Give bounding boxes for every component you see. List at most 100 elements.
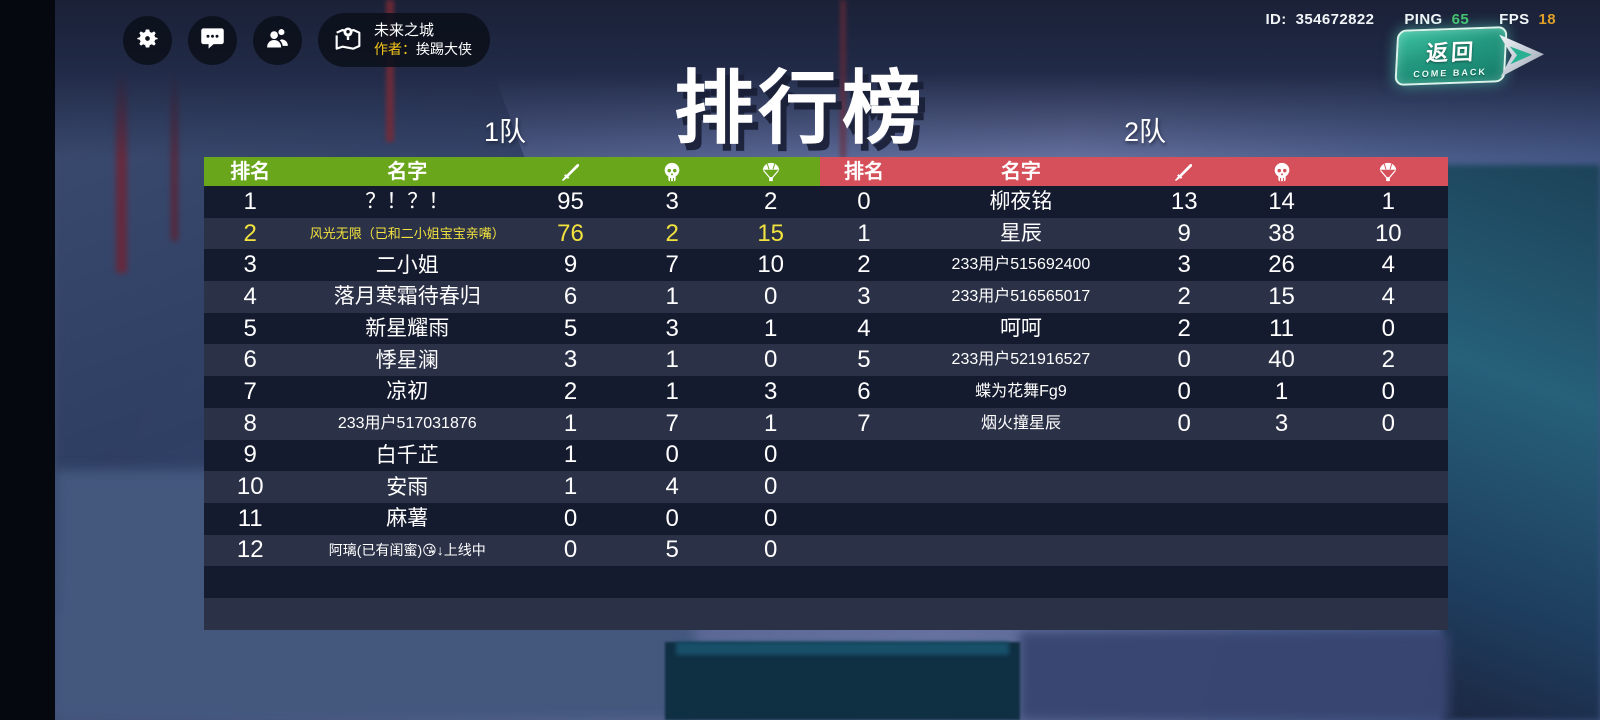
- rank-cell: 1: [243, 187, 257, 215]
- deaths-cell: 3: [665, 187, 679, 215]
- kills-cell: 0: [1177, 377, 1191, 405]
- leaderboard-row: 5 新星耀雨 5 3 1 4 呵呵 2 11 0: [204, 312, 1448, 345]
- deaths-cell: 11: [1269, 314, 1294, 342]
- team2-label: 2队: [1124, 117, 1167, 147]
- skull-icon: [1234, 161, 1328, 183]
- name-cell: 新星耀雨: [365, 317, 450, 341]
- team1-row-half: 3 二小姐 9 7 10: [204, 249, 820, 281]
- settings-button[interactable]: [123, 16, 172, 65]
- leaderboard-row: [204, 597, 1448, 630]
- drops-cell: 2: [764, 187, 778, 215]
- team2-row-half: 3 233用户516565017 2 15 4: [820, 281, 1448, 313]
- deaths-cell: 1: [665, 377, 679, 405]
- map-info-button[interactable]: 未来之城 作者：挨踢大侠: [318, 13, 490, 67]
- kills-cell: 2: [1177, 282, 1191, 310]
- drops-cell: 4: [1381, 251, 1395, 279]
- kills-cell: 1: [563, 409, 578, 437]
- leaderboard-row: 3 二小姐 9 7 10 2 233用户515692400 3 26 4: [204, 249, 1448, 282]
- team1-row-half: [204, 566, 820, 598]
- name-cell: 柳夜铭: [989, 190, 1053, 214]
- chat-button[interactable]: [188, 16, 237, 65]
- deaths-cell: 0: [665, 504, 679, 532]
- background-red-stripe: [840, 0, 846, 158]
- team1-header: 排名 名字: [204, 157, 820, 186]
- team1-row-half: 4 落月寒霜待春归 6 1 0: [204, 281, 820, 313]
- background-kiosk: [665, 642, 1020, 720]
- name-cell: 233用户517031876: [337, 414, 477, 432]
- deaths-cell: 15: [1268, 282, 1295, 310]
- background-red-stripe: [386, 0, 394, 142]
- deaths-cell: 3: [665, 314, 679, 342]
- sword-icon: [1134, 161, 1234, 183]
- drops-cell: 0: [1381, 409, 1395, 437]
- rank-cell: 7: [243, 377, 257, 405]
- drops-cell: 4: [1381, 282, 1395, 310]
- name-cell: 麻薯: [386, 507, 429, 531]
- name-header: 名字: [1000, 160, 1041, 183]
- deaths-cell: 40: [1268, 346, 1295, 374]
- team1-row-half: 11 麻薯 0 0 0: [204, 503, 820, 535]
- screen-edge-bar: [0, 0, 55, 720]
- deaths-cell: 7: [665, 251, 679, 279]
- name-cell: 落月寒霜待春归: [333, 285, 481, 309]
- drops-cell: 0: [1381, 377, 1395, 405]
- team2-row-half: [820, 503, 1448, 535]
- team1-row-half: 2 风光无限（已和二小姐宝宝亲嘴） 76 2 15: [204, 218, 820, 250]
- kills-cell: 13: [1170, 187, 1198, 215]
- drops-cell: 0: [764, 473, 778, 501]
- deaths-cell: 38: [1268, 219, 1295, 247]
- team2-row-half: 6 蝶为花舞Fg9 0 1 0: [820, 376, 1448, 408]
- ping-label: PING: [1404, 11, 1443, 28]
- leaderboard-row: 12 阿璃(已有闺蜜)😘↓上线中 0 5 0: [204, 534, 1448, 567]
- map-pin-icon: [332, 22, 364, 59]
- name-cell: 凉初: [386, 380, 429, 404]
- rank-header: 排名: [230, 160, 271, 183]
- deaths-cell: 1: [1274, 377, 1289, 405]
- background-band: [1020, 632, 1450, 720]
- leaderboard-row: 6 悸星澜 3 1 0 5 233用户521916527 0 40 2: [204, 344, 1448, 377]
- kills-cell: 9: [1177, 219, 1191, 247]
- kills-cell: 0: [1177, 346, 1191, 374]
- drops-cell: 0: [764, 504, 778, 532]
- leaderboard-row: 4 落月寒霜待春归 6 1 0 3 233用户516565017 2 15 4: [204, 281, 1448, 313]
- background-red-stripe: [116, 58, 127, 273]
- rank-cell: 8: [243, 409, 257, 437]
- background-panel: [1442, 165, 1600, 720]
- rank-cell: 10: [236, 473, 264, 501]
- rank-cell: 1: [857, 219, 871, 247]
- name-cell: 蝶为花舞Fg9: [975, 382, 1067, 400]
- drops-cell: 0: [764, 282, 778, 310]
- drops-cell: 1: [1381, 187, 1395, 215]
- kills-cell: 0: [563, 504, 578, 532]
- friends-button[interactable]: [253, 16, 302, 65]
- name-cell: 二小姐: [375, 253, 439, 277]
- kills-cell: 3: [1177, 251, 1191, 279]
- kills-cell: 3: [563, 346, 578, 374]
- rank-cell: 5: [243, 314, 257, 342]
- team2-row-half: 1 星辰 9 38 10: [820, 218, 1448, 250]
- team1-label: 1队: [484, 117, 527, 147]
- leaderboard-row: 8 233用户517031876 1 7 1 7 烟火撞星辰 0 3 0: [204, 407, 1448, 440]
- chat-bubble-icon: [199, 25, 226, 57]
- team2-header: 排名 名字: [820, 157, 1448, 186]
- name-cell: ？！？！: [365, 190, 450, 214]
- parachute-icon: [1329, 161, 1448, 183]
- leaderboard-row: 11 麻薯 0 0 0: [204, 502, 1448, 535]
- kills-cell: 6: [563, 282, 578, 310]
- name-cell: 白千芷: [375, 443, 439, 467]
- drops-cell: 0: [764, 536, 778, 564]
- team1-row-half: 8 233用户517031876 1 7 1: [204, 408, 820, 440]
- rank-cell: 5: [857, 346, 871, 374]
- kills-cell: 0: [1177, 409, 1191, 437]
- kills-cell: 0: [563, 536, 578, 564]
- session-id-label: ID:: [1265, 11, 1287, 28]
- kills-cell: 1: [563, 473, 578, 501]
- name-header: 名字: [387, 160, 428, 183]
- team2-row-half: 2 233用户515692400 3 26 4: [820, 249, 1448, 281]
- kills-cell: 2: [1177, 314, 1191, 342]
- rank-cell: 3: [243, 251, 257, 279]
- leaderboard: 排名 名字 排名 名字 1？！？！ 95 3 2 0 柳夜铭 13 14 1 2 风光无限（已和二小…: [204, 157, 1448, 630]
- name-cell: 安雨: [386, 475, 429, 499]
- team1-row-half: 12 阿璃(已有闺蜜)😘↓上线中 0 5 0: [204, 535, 820, 567]
- page-title: 排行榜: [674, 64, 926, 153]
